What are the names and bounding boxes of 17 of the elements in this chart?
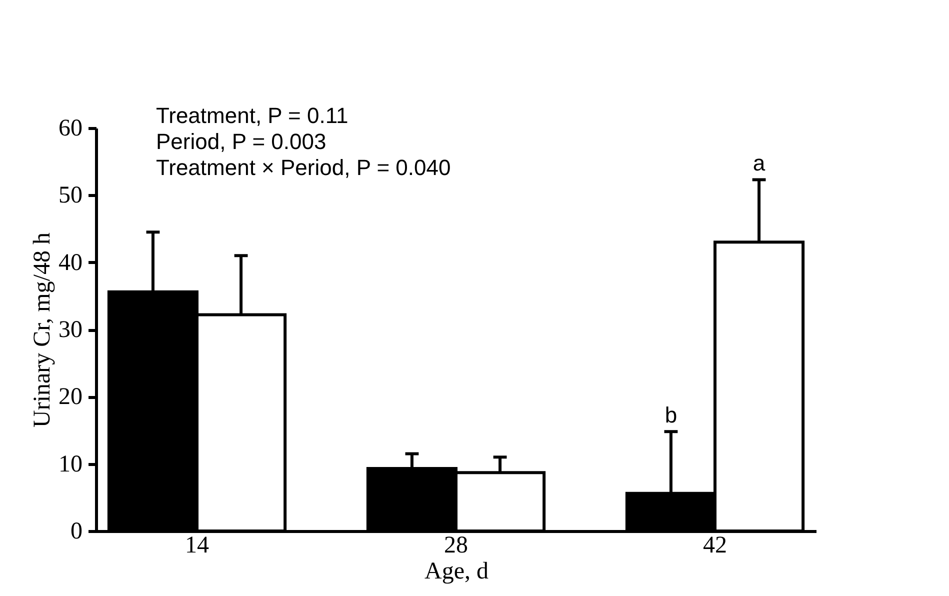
y-axis-title: Urinary Cr, mg/48 h	[30, 232, 56, 428]
annotation: Period, P = 0.003	[156, 129, 326, 154]
annotation: b	[664, 402, 678, 428]
text: Treatment, P = 0.11	[156, 103, 348, 128]
y-tick-label: 60	[58, 116, 82, 142]
y-tick-label: 30	[58, 317, 82, 343]
x-axis-title: Age, d	[424, 558, 488, 584]
y-tick-label: 20	[58, 384, 82, 410]
y-tick-label: 0	[70, 518, 82, 544]
x-tick-label: 28	[444, 532, 468, 558]
annotation: Treatment × Period, P = 0.040	[156, 155, 451, 180]
y-tick-label: 40	[58, 250, 82, 276]
annotation: a	[752, 150, 766, 176]
y-tick-label: 50	[58, 182, 82, 209]
y-tick-label: 10	[58, 451, 82, 478]
x-tick-label: 14	[185, 532, 210, 558]
x-tick-label: 42	[702, 532, 727, 558]
